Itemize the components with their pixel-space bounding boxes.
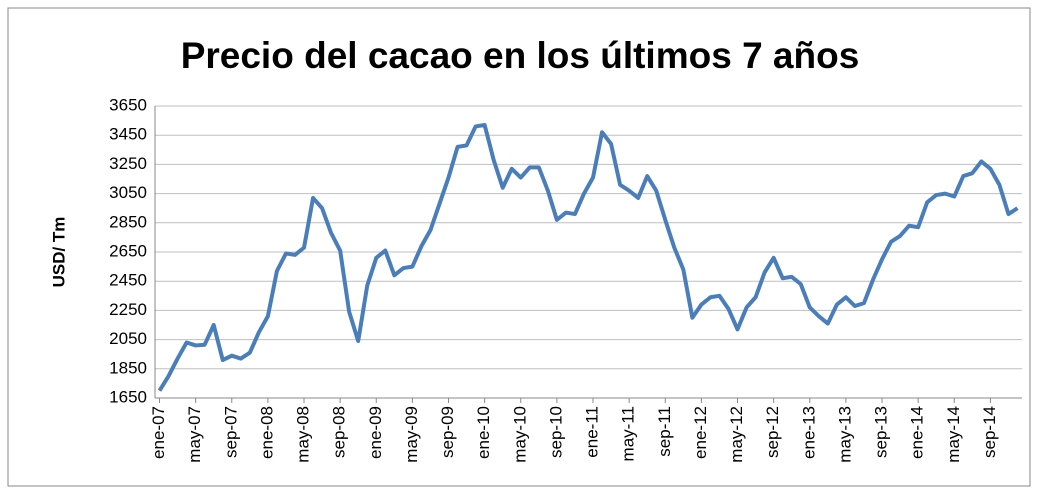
x-tick-label: ene-08: [257, 406, 276, 459]
y-tick-label: 2250: [109, 300, 147, 319]
y-tick-label: 2050: [109, 329, 147, 348]
x-tick-label: may-10: [510, 406, 529, 463]
x-tick-label: ene-10: [474, 406, 493, 459]
x-tick-label: sep-09: [438, 406, 457, 458]
x-tick-label: sep-12: [763, 406, 782, 458]
x-tick-label: sep-08: [330, 406, 349, 458]
y-tick-label: 3050: [109, 183, 147, 202]
y-tick-label: 3250: [109, 154, 147, 173]
x-tick-label: may-07: [185, 406, 204, 463]
x-tick-label: sep-13: [872, 406, 891, 458]
chart-title: Precio del cacao en los últimos 7 años: [181, 35, 860, 76]
x-tick-label: may-08: [294, 406, 313, 463]
price-line: [157, 122, 1019, 392]
x-tick-label: ene-07: [149, 406, 168, 459]
x-tick-label: may-13: [835, 406, 854, 463]
chart-border: [7, 7, 1031, 487]
y-tick-label: 2650: [109, 241, 147, 260]
y-tick-label: 2850: [109, 212, 147, 231]
x-tick-label: may-09: [402, 406, 421, 463]
x-tick-label: sep-10: [546, 406, 565, 458]
x-tick-label: may-11: [619, 406, 638, 461]
x-tick-label: ene-09: [366, 406, 385, 459]
x-tick-label: ene-11: [583, 406, 602, 458]
x-tick-label: sep-14: [980, 406, 999, 458]
y-tick-label: 3450: [109, 125, 147, 144]
y-axis-label: USD/ Tm: [49, 217, 68, 288]
x-tick-label: may-12: [727, 406, 746, 463]
x-tick-label: ene-13: [799, 406, 818, 459]
y-tick-label: 2450: [109, 271, 147, 290]
x-tick-label: sep-11: [655, 406, 674, 457]
x-tick-label: may-14: [944, 406, 963, 463]
y-tick-label: 1650: [109, 387, 147, 406]
x-tick-label: sep-07: [221, 406, 240, 458]
y-tick-label: 3650: [109, 95, 147, 114]
x-tick-label: ene-14: [908, 406, 927, 459]
y-tick-label: 1850: [109, 358, 147, 377]
x-tick-label: ene-12: [691, 406, 710, 459]
